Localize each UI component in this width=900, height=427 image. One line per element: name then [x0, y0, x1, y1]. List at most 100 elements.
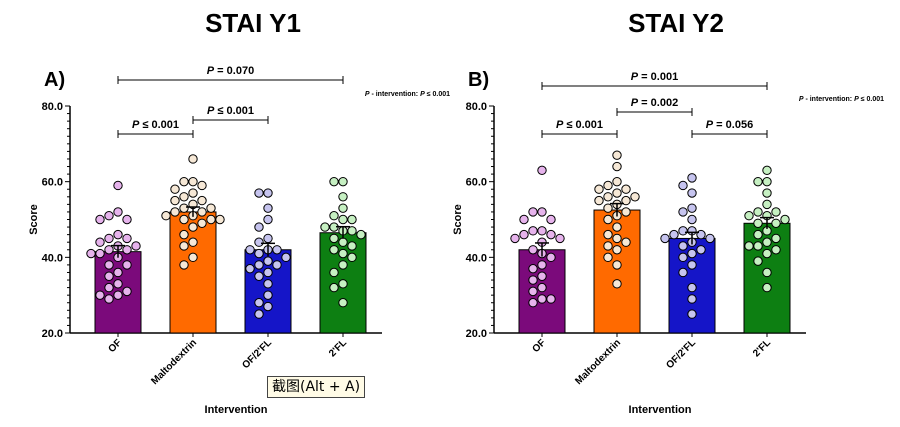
data-point: [603, 241, 613, 251]
data-point: [528, 226, 538, 236]
data-point: [263, 203, 273, 213]
data-point: [263, 233, 273, 244]
data-point: [669, 229, 679, 240]
data-point: [612, 245, 622, 255]
comparison-label: P ≤ 0.001: [132, 119, 179, 131]
data-point: [206, 214, 216, 225]
data-point: [603, 229, 613, 240]
data-point: [537, 207, 547, 217]
data-point: [122, 214, 132, 225]
data-point: [197, 180, 207, 191]
data-point: [537, 271, 547, 281]
y-axis-label: Score: [28, 204, 40, 235]
data-point: [104, 233, 114, 244]
data-point: [254, 271, 264, 281]
data-point: [594, 195, 604, 206]
data-point: [95, 248, 105, 259]
data-point: [744, 241, 754, 251]
x-tick-label: OF/2'FL: [664, 337, 698, 371]
screenshot-tooltip: 截图(Alt + A): [267, 376, 366, 398]
data-point: [603, 180, 613, 191]
data-point: [263, 214, 273, 225]
data-point: [263, 301, 273, 312]
y-tick-label: 80.0: [466, 101, 487, 113]
data-point: [122, 233, 132, 244]
y-axis-label: Score: [452, 204, 464, 235]
data-point: [338, 214, 348, 225]
data-point: [188, 176, 198, 187]
data-point: [603, 214, 613, 225]
data-point: [113, 180, 123, 191]
data-point: [519, 229, 529, 240]
data-point: [753, 218, 763, 228]
data-point: [104, 294, 114, 304]
data-point: [762, 248, 772, 259]
data-point: [329, 176, 339, 187]
data-point: [329, 282, 339, 293]
x-tick-label: 2'FL: [751, 337, 773, 359]
data-point: [744, 211, 754, 221]
data-point: [104, 245, 114, 255]
data-point: [179, 241, 189, 251]
data-point: [528, 245, 538, 255]
y-tick-label: 60.0: [466, 177, 487, 189]
panel-label: A): [44, 69, 65, 91]
data-point: [131, 241, 141, 251]
data-point: [678, 207, 688, 217]
data-point: [215, 214, 225, 225]
data-point: [603, 252, 613, 263]
data-point: [122, 245, 132, 255]
data-point: [95, 214, 105, 225]
data-point: [338, 237, 348, 247]
data-point: [95, 237, 105, 247]
data-point: [678, 267, 688, 278]
comparison-label: P = 0.056: [706, 119, 753, 131]
data-point: [687, 294, 697, 304]
data-point: [206, 203, 216, 213]
chart-title: STAI Y2: [628, 8, 724, 38]
data-point: [603, 203, 613, 213]
data-point: [528, 275, 538, 285]
data-point: [762, 282, 772, 293]
data-point: [687, 309, 697, 319]
data-point: [197, 218, 207, 228]
y-tick-label: 80.0: [42, 101, 63, 113]
data-point: [678, 180, 688, 191]
data-point: [179, 260, 189, 270]
data-point: [347, 226, 357, 236]
data-point: [254, 237, 264, 247]
data-point: [161, 211, 171, 221]
data-point: [245, 263, 255, 274]
data-point: [263, 188, 273, 198]
data-point: [113, 267, 123, 278]
data-point: [347, 241, 357, 251]
comparison-label: P = 0.002: [631, 97, 678, 109]
data-point: [104, 260, 114, 270]
data-point: [612, 279, 622, 289]
x-tick-label: Maltodextrin: [149, 337, 199, 387]
data-point: [528, 298, 538, 308]
data-point: [687, 214, 697, 225]
data-point: [179, 176, 189, 187]
data-point: [537, 260, 547, 270]
data-point: [347, 214, 357, 225]
data-point: [753, 207, 763, 217]
data-point: [546, 229, 556, 240]
data-point: [696, 245, 706, 255]
data-point: [170, 184, 180, 194]
y-tick-label: 40.0: [466, 252, 487, 264]
data-point: [104, 271, 114, 281]
data-point: [197, 195, 207, 206]
data-point: [329, 211, 339, 221]
data-point: [660, 233, 670, 244]
data-point: [254, 298, 264, 308]
x-tick-label: OF: [531, 337, 549, 355]
data-point: [338, 298, 348, 308]
data-point: [555, 233, 565, 244]
data-point: [104, 282, 114, 293]
data-point: [263, 290, 273, 300]
data-point: [537, 294, 547, 304]
data-point: [329, 267, 339, 278]
x-tick-label: OF: [107, 337, 125, 355]
